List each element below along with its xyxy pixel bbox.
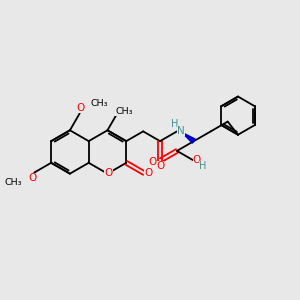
Text: O: O — [28, 172, 36, 182]
Text: O: O — [104, 168, 112, 178]
Text: O: O — [193, 155, 201, 165]
Text: N: N — [177, 126, 185, 136]
Text: O: O — [156, 160, 164, 171]
Text: CH₃: CH₃ — [5, 178, 22, 187]
Text: CH₃: CH₃ — [116, 107, 133, 116]
Text: H: H — [199, 161, 206, 171]
Text: O: O — [149, 157, 157, 167]
Text: CH₃: CH₃ — [91, 99, 108, 108]
Text: H: H — [171, 119, 179, 130]
Polygon shape — [182, 132, 195, 143]
Text: O: O — [144, 168, 152, 178]
Text: O: O — [76, 103, 85, 113]
